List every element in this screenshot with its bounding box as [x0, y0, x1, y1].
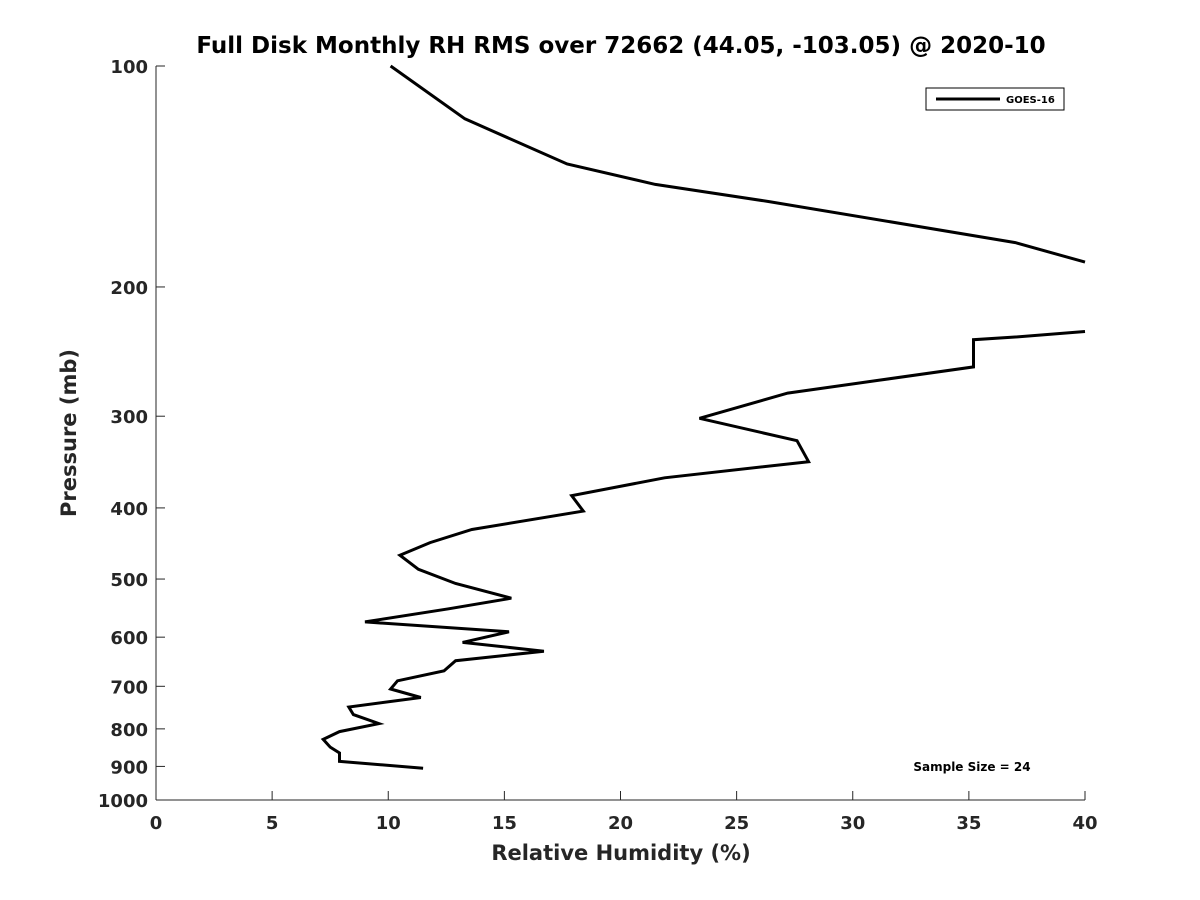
- x-axis-label: Relative Humidity (%): [491, 841, 750, 865]
- x-tick-label: 35: [956, 813, 981, 834]
- x-ticks: 0 5 10 15 20 25 30 35 40: [150, 791, 1098, 834]
- y-tick-label: 400: [110, 499, 148, 520]
- sample-size-annotation: Sample Size = 24: [913, 760, 1030, 774]
- y-tick-label: 100: [110, 57, 148, 78]
- series-layer: [320, 64, 1086, 770]
- x-tick-label: 40: [1072, 813, 1097, 834]
- x-tick-label: 15: [492, 813, 517, 834]
- y-ticks: 100 200 300 400 500 600 700 800 900 1000: [98, 57, 165, 812]
- x-tick-label: 25: [724, 813, 749, 834]
- y-tick-label: 800: [110, 720, 148, 741]
- y-tick-label: 600: [110, 628, 148, 649]
- chart-title: Full Disk Monthly RH RMS over 72662 (44.…: [196, 33, 1045, 59]
- y-tick-label: 300: [110, 407, 148, 428]
- y-tick-label: 500: [110, 570, 148, 591]
- x-tick-label: 5: [266, 813, 279, 834]
- y-tick-label: 200: [110, 278, 148, 299]
- y-tick-label: 900: [110, 757, 148, 778]
- y-tick-label: 700: [110, 677, 148, 698]
- y-tick-label: 1000: [98, 791, 148, 812]
- x-tick-label: 0: [150, 813, 163, 834]
- legend-label-goes16: GOES-16: [1006, 95, 1055, 106]
- series-line-goes16-segment-1: [389, 64, 1086, 264]
- x-tick-label: 10: [376, 813, 401, 834]
- x-tick-label: 20: [608, 813, 633, 834]
- y-axis-label: Pressure (mb): [57, 349, 81, 517]
- x-tick-label: 30: [840, 813, 865, 834]
- series-line-goes16-segment-2: [320, 330, 1086, 770]
